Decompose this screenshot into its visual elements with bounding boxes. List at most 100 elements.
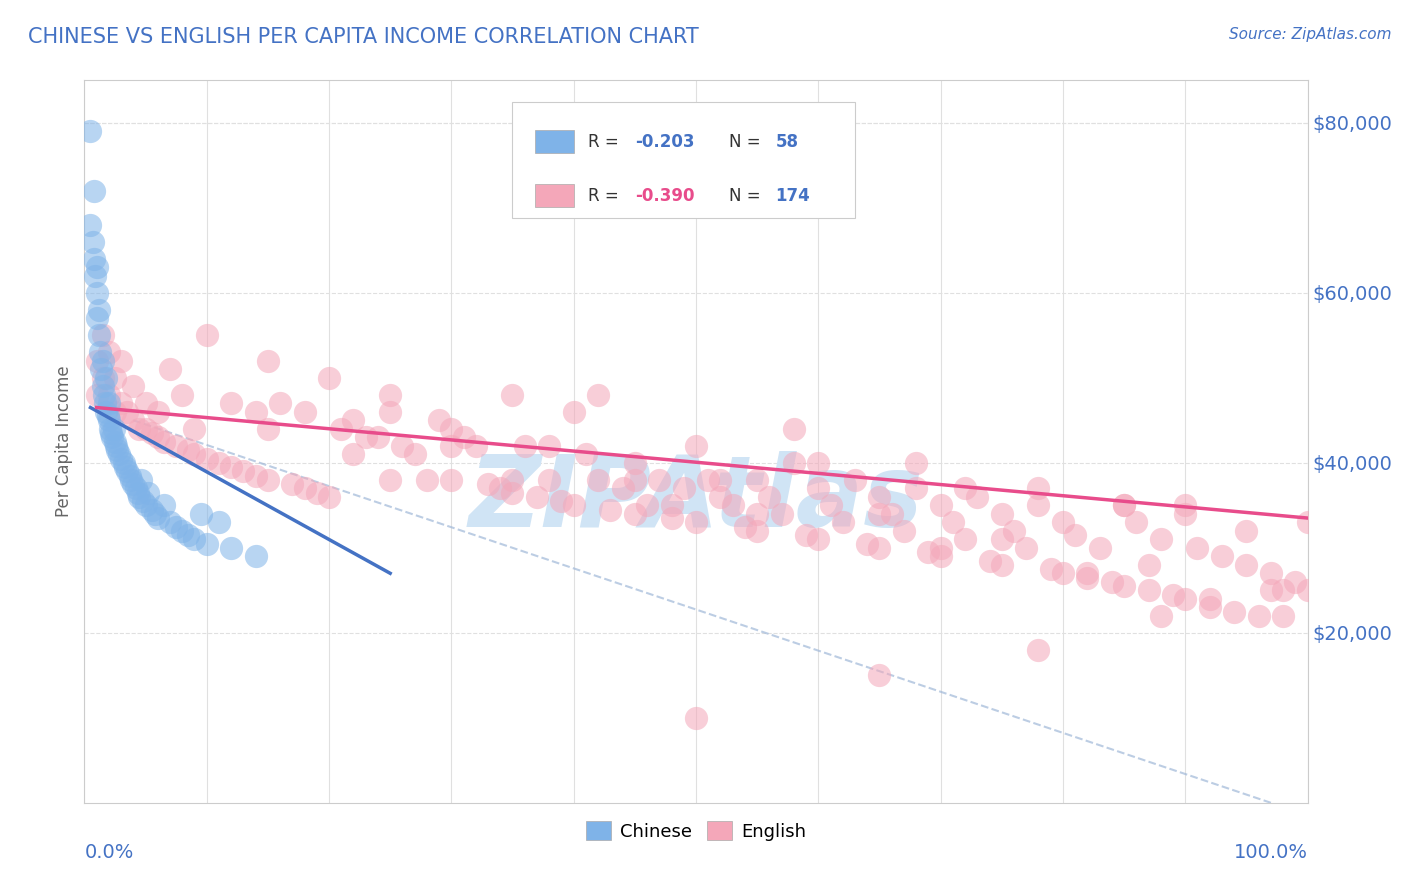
Point [86, 353, 108, 368]
Text: 0.0%: 0.0% [84, 843, 134, 862]
Point [380, 473, 402, 487]
Point [1076, 566, 1098, 581]
Point [91, 353, 114, 368]
Point [97, 409, 120, 423]
FancyBboxPatch shape [534, 185, 574, 208]
Point [929, 541, 952, 555]
Point [96, 371, 118, 385]
Point [107, 447, 129, 461]
Point [1198, 600, 1220, 615]
Point [905, 481, 928, 495]
Point [342, 447, 364, 461]
Point [747, 524, 769, 538]
Point [91, 371, 114, 385]
Point [661, 498, 683, 512]
Point [880, 507, 903, 521]
Point [294, 405, 316, 419]
Point [1002, 524, 1025, 538]
Point [143, 507, 166, 521]
Point [1161, 588, 1184, 602]
Point [991, 507, 1014, 521]
Point [94, 396, 117, 410]
Point [1211, 549, 1233, 564]
Point [1064, 528, 1087, 542]
Point [648, 473, 671, 487]
Point [380, 388, 402, 402]
Point [1052, 516, 1074, 530]
Point [697, 473, 720, 487]
Point [114, 460, 136, 475]
Point [538, 439, 561, 453]
Point [991, 533, 1014, 547]
Point [953, 533, 976, 547]
Point [1150, 608, 1173, 623]
Point [477, 477, 499, 491]
Point [104, 405, 127, 419]
Point [966, 490, 988, 504]
Point [127, 485, 149, 500]
Point [208, 456, 231, 470]
Legend: Chinese, English: Chinese, English [579, 814, 813, 848]
Point [146, 511, 169, 525]
Point [104, 434, 127, 449]
Point [183, 533, 205, 547]
Point [831, 516, 853, 530]
Point [93, 388, 115, 402]
Point [122, 379, 145, 393]
Point [96, 405, 118, 419]
Point [586, 388, 609, 402]
Point [281, 477, 304, 491]
Point [183, 447, 205, 461]
Point [562, 405, 585, 419]
Point [98, 422, 121, 436]
Point [624, 507, 647, 521]
Point [856, 536, 879, 550]
Point [136, 485, 159, 500]
Point [929, 498, 952, 512]
Point [1088, 541, 1111, 555]
Text: ZIPAtlas: ZIPAtlas [468, 450, 924, 548]
Point [575, 447, 598, 461]
Point [562, 498, 585, 512]
Point [1284, 574, 1306, 589]
Point [489, 481, 512, 495]
Point [624, 473, 647, 487]
Point [869, 668, 891, 682]
Text: -0.203: -0.203 [636, 133, 695, 151]
Point [844, 473, 866, 487]
Point [122, 477, 145, 491]
Y-axis label: Per Capita Income: Per Capita Income [55, 366, 73, 517]
Point [869, 541, 891, 555]
Point [165, 439, 187, 453]
Point [661, 511, 683, 525]
Point [195, 536, 218, 550]
Point [929, 549, 952, 564]
Point [153, 434, 176, 449]
Point [1198, 591, 1220, 606]
Point [672, 481, 695, 495]
Point [269, 396, 291, 410]
Text: -0.390: -0.390 [636, 187, 695, 205]
Point [84, 268, 107, 283]
Point [636, 498, 658, 512]
Point [118, 468, 141, 483]
Point [305, 485, 328, 500]
Point [1114, 498, 1136, 512]
Point [942, 516, 965, 530]
Point [404, 447, 426, 461]
Point [86, 260, 108, 275]
Point [502, 388, 524, 402]
Text: 58: 58 [776, 133, 799, 151]
Point [129, 473, 152, 487]
Point [1137, 583, 1160, 598]
Point [1114, 498, 1136, 512]
Point [453, 430, 475, 444]
Point [110, 396, 132, 410]
Point [245, 468, 267, 483]
Point [257, 422, 280, 436]
Point [91, 328, 114, 343]
Point [208, 516, 231, 530]
Point [97, 345, 120, 359]
Point [97, 413, 120, 427]
Point [83, 252, 105, 266]
